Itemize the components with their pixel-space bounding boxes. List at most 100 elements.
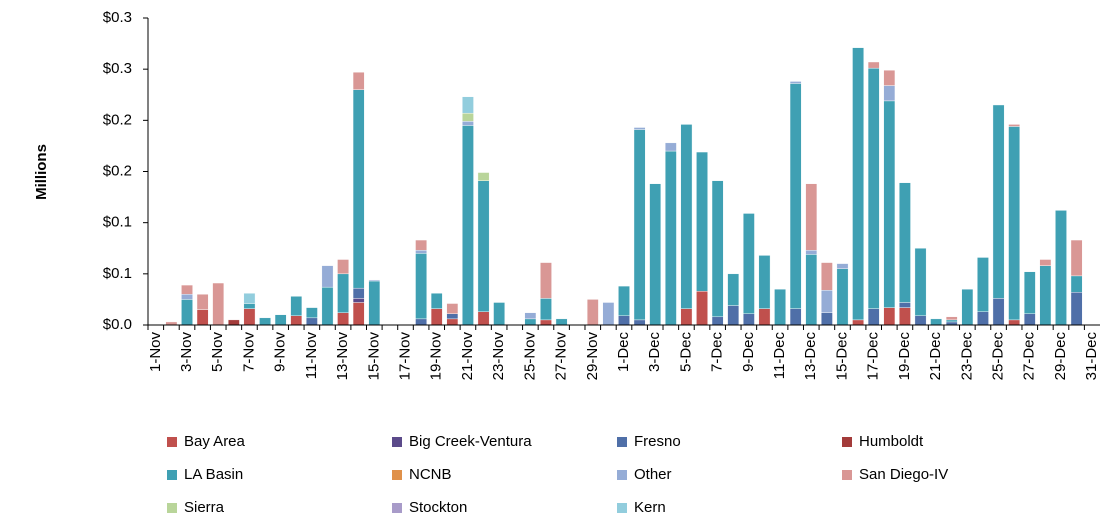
legend-swatch xyxy=(392,470,402,480)
bar-segment xyxy=(899,307,911,326)
x-tick-label: 23-Dec xyxy=(958,332,975,381)
x-tick-label: 1-Dec xyxy=(615,332,632,373)
legend-label: Other xyxy=(634,466,672,483)
bar-segment xyxy=(618,285,630,316)
y-tick-label: $0.3 xyxy=(103,9,132,26)
bar-segment xyxy=(1008,126,1020,321)
bar-segment xyxy=(789,81,802,84)
bar-segment xyxy=(540,262,552,299)
bar-segment xyxy=(899,182,911,303)
bar-segment xyxy=(633,129,646,321)
bar-segment xyxy=(945,319,958,323)
bar-segment xyxy=(680,308,693,326)
legend-label: Stockton xyxy=(409,499,467,516)
bar-segment xyxy=(883,307,896,326)
bar-segment xyxy=(274,314,287,326)
x-tick-label: 19-Nov xyxy=(428,332,445,381)
bar-segment xyxy=(1039,259,1052,266)
y-tick-label: $0.1 xyxy=(103,265,132,282)
bar-segment xyxy=(368,279,381,282)
x-tick-label: 3-Dec xyxy=(646,332,663,373)
bar-segment xyxy=(852,47,864,321)
bar-segment xyxy=(743,213,755,314)
bar-segment xyxy=(1070,275,1083,293)
bar-segment xyxy=(680,124,693,309)
bar-segment xyxy=(883,100,896,308)
bar-segment xyxy=(743,313,755,326)
bar-segment xyxy=(758,255,771,309)
bar-segment xyxy=(228,319,240,326)
legend-label: Fresno xyxy=(634,433,681,450)
bar-segment xyxy=(181,299,193,326)
x-tick-label: 13-Nov xyxy=(334,332,351,381)
x-tick-label: 15-Nov xyxy=(365,332,382,381)
x-tick-label: 9-Dec xyxy=(740,332,757,373)
bar-segment xyxy=(961,288,974,326)
x-tick-label: 25-Nov xyxy=(521,332,538,381)
bar-segment xyxy=(462,112,474,122)
legend-swatch xyxy=(167,470,177,480)
bar-segment xyxy=(477,180,490,312)
x-tick-label: 25-Dec xyxy=(990,332,1007,381)
x-tick-label: 3-Nov xyxy=(178,332,195,373)
bar-segment xyxy=(1008,319,1020,326)
bar-segment xyxy=(446,313,459,320)
bar-segment xyxy=(883,69,896,86)
bar-segment xyxy=(243,303,256,309)
bar-segment xyxy=(352,72,365,90)
bar-segment xyxy=(446,318,459,326)
bar-segment xyxy=(977,311,989,326)
bar-segment xyxy=(290,296,303,316)
x-tick-label: 15-Dec xyxy=(833,332,850,381)
bar-segment xyxy=(992,298,1005,326)
bar-segment xyxy=(337,312,349,326)
legend-swatch xyxy=(842,437,852,447)
bar-segment xyxy=(259,317,271,326)
bar-segment xyxy=(899,302,911,308)
y-tick-label: $0.2 xyxy=(103,162,132,179)
bar-segment xyxy=(430,308,443,326)
legend-label: Bay Area xyxy=(184,433,246,450)
bar-segment xyxy=(540,319,552,326)
bar-segment xyxy=(665,150,677,326)
bar-segment xyxy=(243,293,256,304)
bar-segment xyxy=(727,273,740,306)
x-tick-label: 11-Dec xyxy=(771,332,788,380)
bar-segment xyxy=(992,104,1005,299)
bar-segment xyxy=(524,312,537,320)
legend-swatch xyxy=(392,503,402,513)
x-tick-label: 21-Nov xyxy=(459,332,476,381)
legend-label: San Diego-IV xyxy=(859,466,948,483)
x-tick-label: 7-Nov xyxy=(240,332,257,373)
bar-segment xyxy=(602,302,615,326)
bar-segment xyxy=(821,262,833,291)
x-tick-label: 27-Nov xyxy=(553,332,570,381)
bar-segment xyxy=(1070,292,1083,326)
bar-segment xyxy=(977,257,989,312)
x-tick-label: 31-Dec xyxy=(1083,332,1100,381)
bar-segment xyxy=(618,315,630,326)
bar-segment xyxy=(415,253,427,320)
bar-segment xyxy=(352,89,365,289)
legend-label: NCNB xyxy=(409,466,452,483)
bar-segment xyxy=(836,263,849,269)
bar-segment xyxy=(1055,210,1067,326)
y-tick-label: $0.0 xyxy=(103,316,132,333)
bar-segment xyxy=(321,265,334,288)
x-tick-label: 19-Dec xyxy=(896,332,913,381)
bar-segment xyxy=(930,318,942,326)
bar-segment xyxy=(290,315,303,326)
x-tick-label: 27-Dec xyxy=(1021,332,1038,381)
bar-segment xyxy=(821,312,833,326)
x-tick-label: 5-Nov xyxy=(209,332,226,373)
bar-segment xyxy=(852,319,864,326)
bar-segment xyxy=(1023,313,1036,326)
bar-segment xyxy=(181,294,193,300)
bar-segment xyxy=(696,151,708,292)
bar-segment xyxy=(196,294,209,310)
x-tick-label: 1-Nov xyxy=(147,332,164,373)
bar-segment xyxy=(337,273,349,313)
bar-segment xyxy=(462,121,474,126)
bar-segment xyxy=(337,259,349,275)
